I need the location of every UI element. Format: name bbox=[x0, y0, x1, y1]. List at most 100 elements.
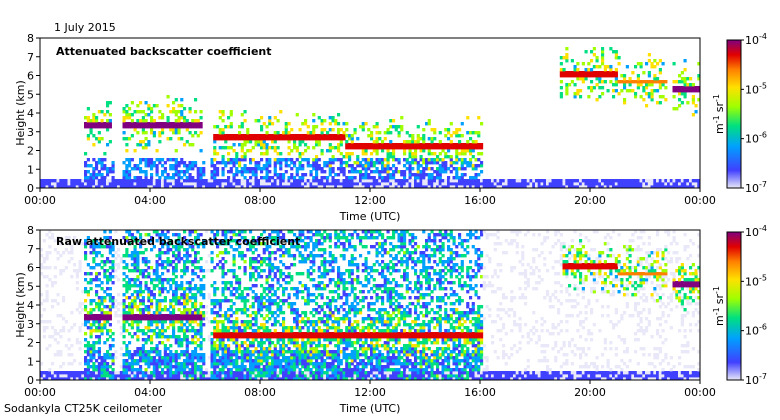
heatmap-cell bbox=[108, 305, 112, 309]
heatmap-cell bbox=[205, 317, 209, 321]
heatmap-cell bbox=[438, 182, 442, 186]
heatmap-cell bbox=[150, 266, 154, 270]
heatmap-cell bbox=[229, 293, 233, 297]
heatmap-cell bbox=[268, 308, 272, 312]
heatmap-cell bbox=[196, 170, 200, 174]
heatmap-cell bbox=[686, 185, 690, 188]
heatmap-cell bbox=[232, 137, 236, 141]
heatmap-cell bbox=[568, 185, 572, 188]
heatmap-cell bbox=[345, 134, 349, 138]
heatmap-cell bbox=[317, 185, 321, 188]
heatmap-cell bbox=[260, 347, 264, 351]
heatmap-cell bbox=[444, 134, 448, 138]
heatmap-cell bbox=[386, 182, 390, 186]
heatmap-cell bbox=[139, 329, 143, 333]
heatmap-cell bbox=[92, 368, 96, 372]
heatmap-cell bbox=[117, 371, 121, 375]
heatmap-cell bbox=[301, 353, 305, 357]
heatmap-cell bbox=[680, 86, 684, 90]
heatmap-cell bbox=[92, 278, 96, 282]
heatmap-cell bbox=[265, 281, 269, 285]
heatmap-cell bbox=[309, 182, 313, 186]
heatmap-cell bbox=[262, 326, 266, 330]
heatmap-cell bbox=[84, 257, 88, 261]
heatmap-cell bbox=[166, 317, 170, 321]
heatmap-cell bbox=[686, 179, 690, 183]
heatmap-cell bbox=[106, 260, 110, 264]
heatmap-cell bbox=[213, 158, 217, 162]
heatmap-cell bbox=[108, 236, 112, 240]
heatmap-cell bbox=[207, 338, 211, 342]
heatmap-cell bbox=[386, 185, 390, 188]
heatmap-cell bbox=[174, 239, 178, 243]
heatmap-cell bbox=[392, 155, 396, 159]
heatmap-cell bbox=[188, 353, 192, 357]
heatmap-cell bbox=[691, 83, 695, 87]
heatmap-cell bbox=[163, 356, 167, 360]
heatmap-cell bbox=[320, 122, 324, 126]
heatmap-cell bbox=[119, 326, 123, 330]
heatmap-cell bbox=[144, 122, 148, 126]
heatmap-cell bbox=[683, 77, 687, 81]
heatmap-cell bbox=[122, 302, 126, 306]
heatmap-cell bbox=[221, 362, 225, 366]
heatmap-cell bbox=[172, 182, 176, 186]
heatmap-cell bbox=[405, 146, 409, 150]
heatmap-cell bbox=[202, 374, 206, 378]
heatmap-cell bbox=[89, 329, 93, 333]
heatmap-cell bbox=[361, 164, 365, 168]
heatmap-cell bbox=[246, 356, 250, 360]
heatmap-cell bbox=[623, 83, 627, 87]
heatmap-cell bbox=[155, 263, 159, 267]
heatmap-cell bbox=[133, 305, 137, 309]
heatmap-cell bbox=[155, 365, 159, 369]
heatmap-cell bbox=[306, 326, 310, 330]
heatmap-cell bbox=[477, 131, 481, 135]
heatmap-cell bbox=[147, 314, 151, 318]
heatmap-cell bbox=[45, 374, 49, 378]
heatmap-cell bbox=[647, 71, 651, 75]
heatmap-cell bbox=[218, 266, 222, 270]
heatmap-cell bbox=[251, 290, 255, 294]
heatmap-cell bbox=[532, 182, 536, 186]
heatmap-cell bbox=[246, 185, 250, 188]
heatmap-cell bbox=[130, 317, 134, 321]
heatmap-cell bbox=[694, 179, 698, 183]
heatmap-cell bbox=[419, 179, 423, 183]
heatmap-cell bbox=[161, 341, 165, 345]
heatmap-cell bbox=[612, 182, 616, 186]
heatmap-cell bbox=[279, 308, 283, 312]
heatmap-cell bbox=[304, 182, 308, 186]
heatmap-cell bbox=[282, 185, 286, 188]
heatmap-cell bbox=[427, 146, 431, 150]
heatmap-cell bbox=[210, 371, 214, 375]
heatmap-cell bbox=[639, 179, 643, 183]
heatmap-cell bbox=[221, 314, 225, 318]
heatmap-cell bbox=[337, 113, 341, 117]
heatmap-cell bbox=[246, 326, 250, 330]
heatmap-cell bbox=[185, 179, 189, 183]
heatmap-cell bbox=[163, 242, 167, 246]
heatmap-cell bbox=[386, 167, 390, 171]
heatmap-cell bbox=[122, 317, 126, 321]
heatmap-cell bbox=[587, 62, 591, 66]
heatmap-cell bbox=[342, 131, 346, 135]
heatmap-cell bbox=[414, 185, 418, 188]
heatmap-cell bbox=[161, 320, 165, 324]
heatmap-cell bbox=[282, 137, 286, 141]
heatmap-cell bbox=[293, 239, 297, 243]
heatmap-cell bbox=[106, 110, 110, 114]
heatmap-cell bbox=[603, 179, 607, 183]
heatmap-cell bbox=[125, 125, 129, 129]
heatmap-cell bbox=[106, 314, 110, 318]
heatmap-cell bbox=[331, 176, 335, 180]
heatmap-cell bbox=[158, 287, 162, 291]
heatmap-cell bbox=[224, 299, 228, 303]
heatmap-cell bbox=[152, 350, 156, 354]
heatmap-cell bbox=[397, 182, 401, 186]
heatmap-cell bbox=[188, 233, 192, 237]
heatmap-cell bbox=[650, 92, 654, 96]
heatmap-cell bbox=[161, 308, 165, 312]
heatmap-cell bbox=[304, 248, 308, 252]
heatmap-cell bbox=[84, 185, 88, 188]
